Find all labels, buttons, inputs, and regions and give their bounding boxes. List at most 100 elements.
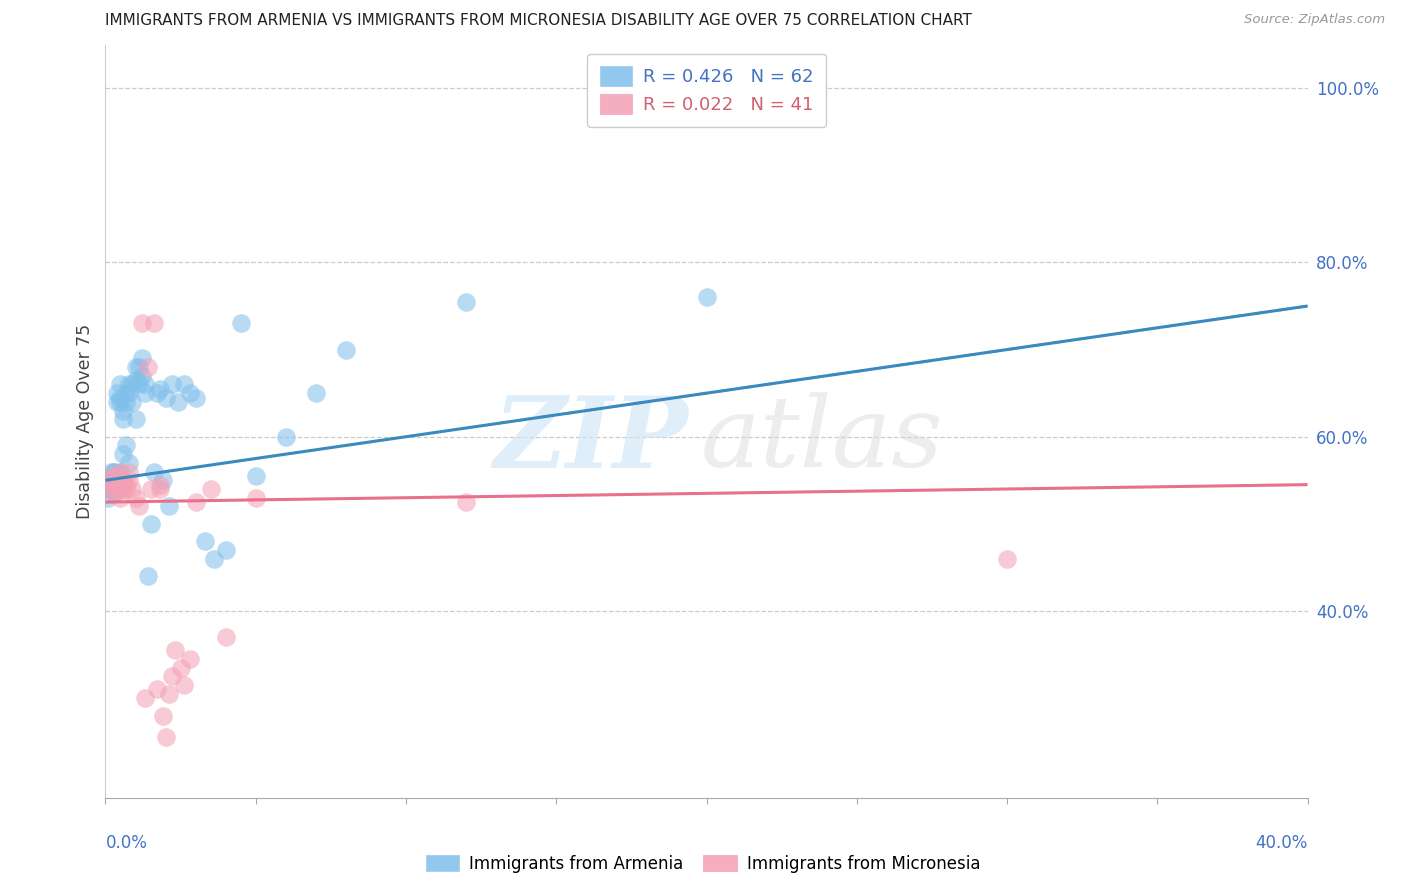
Point	[115, 477, 138, 491]
Point	[124, 412, 146, 426]
Point	[229, 317, 252, 331]
Point	[214, 543, 236, 558]
Point	[115, 386, 138, 401]
Point	[173, 678, 195, 692]
Point	[148, 482, 170, 496]
Point	[454, 495, 477, 509]
Point	[145, 682, 167, 697]
Point	[97, 491, 120, 505]
Point	[166, 395, 188, 409]
Point	[115, 395, 138, 409]
Point	[136, 359, 159, 374]
Point	[100, 465, 122, 479]
Point	[157, 500, 180, 514]
Point	[155, 391, 177, 405]
Point	[139, 482, 162, 496]
Point	[148, 477, 170, 491]
Point	[142, 465, 165, 479]
Point	[169, 660, 191, 674]
Point	[155, 731, 177, 745]
Point	[245, 469, 267, 483]
Point	[995, 551, 1018, 566]
Text: 0.0%: 0.0%	[105, 834, 148, 852]
Point	[173, 377, 195, 392]
Point	[142, 317, 165, 331]
Point	[110, 395, 132, 409]
Point	[148, 382, 170, 396]
Point	[274, 430, 297, 444]
Point	[110, 465, 132, 479]
Point	[134, 377, 156, 392]
Point	[118, 377, 141, 392]
Point	[118, 386, 141, 401]
Point	[107, 469, 129, 483]
Point	[160, 669, 183, 683]
Point	[335, 343, 357, 357]
Point	[97, 482, 120, 496]
Text: Source: ZipAtlas.com: Source: ZipAtlas.com	[1244, 13, 1385, 27]
Point	[121, 377, 143, 392]
Point	[112, 482, 135, 496]
Point	[145, 386, 167, 401]
Point	[184, 391, 207, 405]
Point	[112, 403, 135, 417]
Point	[107, 469, 129, 483]
Point	[110, 482, 132, 496]
Point	[696, 290, 718, 304]
Point	[100, 473, 122, 487]
Point	[100, 482, 122, 496]
Point	[103, 465, 125, 479]
Text: 40.0%: 40.0%	[1256, 834, 1308, 852]
Point	[128, 377, 150, 392]
Point	[110, 377, 132, 392]
Point	[200, 482, 222, 496]
Point	[103, 477, 125, 491]
Point	[118, 456, 141, 470]
Point	[157, 687, 180, 701]
Point	[112, 412, 135, 426]
Point	[107, 395, 129, 409]
Point	[107, 477, 129, 491]
Point	[124, 491, 146, 505]
Point	[128, 500, 150, 514]
Point	[121, 482, 143, 496]
Point	[112, 473, 135, 487]
Legend: Immigrants from Armenia, Immigrants from Micronesia: Immigrants from Armenia, Immigrants from…	[419, 848, 987, 880]
Point	[100, 469, 122, 483]
Point	[134, 691, 156, 706]
Point	[118, 465, 141, 479]
Point	[139, 516, 162, 531]
Text: atlas: atlas	[700, 392, 943, 488]
Point	[112, 447, 135, 461]
Point	[245, 491, 267, 505]
Point	[115, 438, 138, 452]
Point	[124, 359, 146, 374]
Point	[118, 473, 141, 487]
Point	[131, 368, 153, 383]
Point	[214, 630, 236, 644]
Point	[103, 486, 125, 500]
Text: IMMIGRANTS FROM ARMENIA VS IMMIGRANTS FROM MICRONESIA DISABILITY AGE OVER 75 COR: IMMIGRANTS FROM ARMENIA VS IMMIGRANTS FR…	[105, 13, 973, 29]
Point	[103, 477, 125, 491]
Point	[103, 465, 125, 479]
Point	[305, 386, 328, 401]
Point	[110, 391, 132, 405]
Point	[124, 373, 146, 387]
Point	[110, 473, 132, 487]
Y-axis label: Disability Age Over 75: Disability Age Over 75	[76, 324, 94, 519]
Point	[128, 359, 150, 374]
Point	[110, 465, 132, 479]
Point	[112, 473, 135, 487]
Point	[131, 351, 153, 366]
Point	[131, 317, 153, 331]
Point	[152, 473, 174, 487]
Point	[179, 652, 201, 666]
Point	[152, 708, 174, 723]
Point	[179, 386, 201, 401]
Legend: R = 0.426   N = 62, R = 0.022   N = 41: R = 0.426 N = 62, R = 0.022 N = 41	[586, 54, 827, 127]
Point	[160, 377, 183, 392]
Point	[110, 491, 132, 505]
Point	[194, 534, 217, 549]
Point	[107, 386, 129, 401]
Point	[121, 395, 143, 409]
